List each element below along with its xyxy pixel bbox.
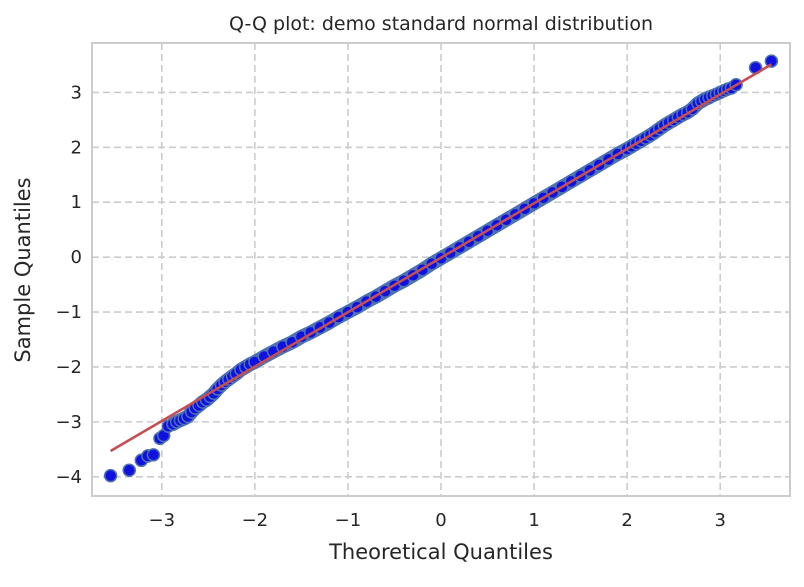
x-tick-label: 3 xyxy=(714,510,725,531)
y-tick-label: 3 xyxy=(71,82,82,103)
sample-point xyxy=(146,448,161,462)
y-tick-label: −4 xyxy=(55,467,82,488)
sample-point xyxy=(103,468,118,483)
x-tick-label: −2 xyxy=(242,510,269,531)
grid-lines xyxy=(92,43,790,496)
y-tick-label: 1 xyxy=(71,192,82,213)
reference-line xyxy=(109,63,773,453)
y-tick-label: 0 xyxy=(71,247,82,268)
sample-point xyxy=(122,463,136,477)
y-tick-label: −2 xyxy=(55,357,82,378)
x-tick-label: −3 xyxy=(149,510,176,531)
reference-line-layer xyxy=(109,63,773,453)
x-tick-label: 1 xyxy=(528,510,539,531)
plot-frame xyxy=(91,42,791,497)
x-tick-label: −1 xyxy=(335,510,362,531)
sample-point xyxy=(764,54,779,68)
x-axis-label: Theoretical Quantiles xyxy=(328,540,553,564)
y-axis-label: Sample Quantiles xyxy=(11,177,35,362)
y-tick-label: −3 xyxy=(55,412,82,433)
x-tick-label: 0 xyxy=(435,510,446,531)
x-tick-labels: −3 −2 −1 0 1 2 3 xyxy=(149,510,726,531)
y-tick-label: 2 xyxy=(71,137,82,158)
x-tick-label: 2 xyxy=(621,510,632,531)
y-tick-label: −1 xyxy=(55,302,82,323)
y-tick-labels: −4 −3 −2 −1 0 1 2 3 xyxy=(55,82,82,487)
chart-title: Q-Q plot: demo standard normal distribut… xyxy=(229,13,653,35)
